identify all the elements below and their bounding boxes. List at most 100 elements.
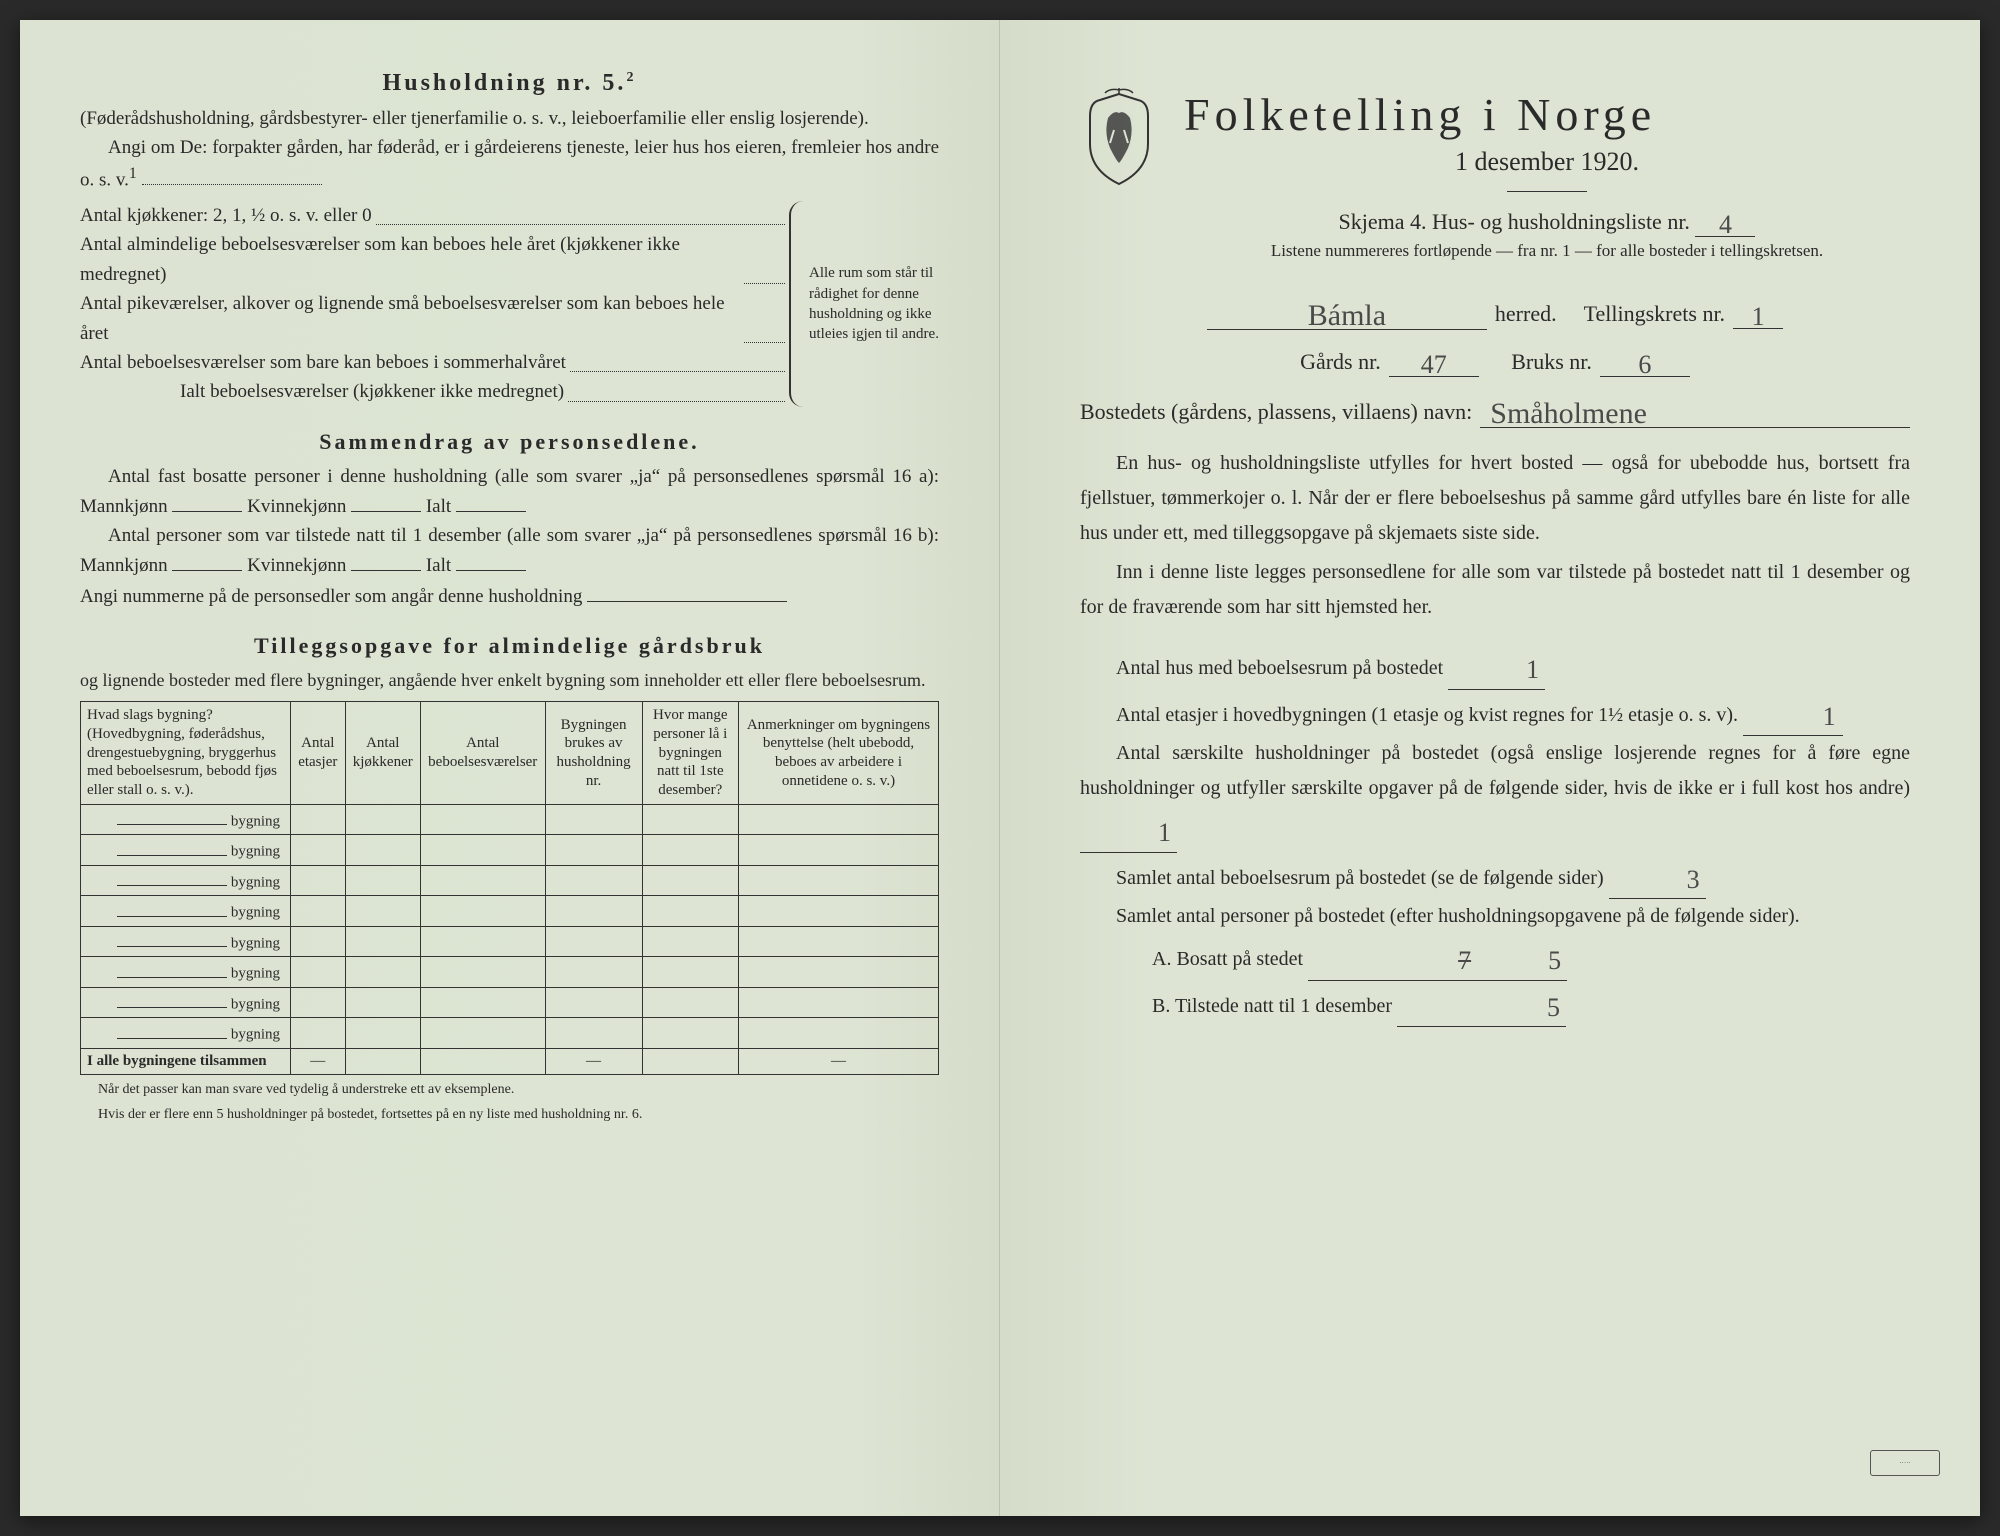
left-p1: (Føderådshusholdning, gårdsbestyrer- ell… — [80, 105, 939, 134]
qA: A. Bosatt på stedet 7 5 — [1080, 934, 1910, 981]
bosted-value: Småholmene — [1490, 397, 1647, 431]
row-label: bygning — [231, 1027, 280, 1043]
household-title-text: Husholdning nr. 5. — [383, 70, 627, 96]
blank — [172, 491, 242, 512]
s2b: Kvinnekjønn — [247, 555, 346, 576]
left-page: Husholdning nr. 5.2 (Føderådshusholdning… — [20, 20, 1000, 1516]
bruk-nr: 6 — [1638, 350, 1651, 380]
building-table: Hvad slags bygning? (Hovedbygning, føder… — [80, 701, 939, 1075]
printer-stamp: ····· — [1870, 1450, 1940, 1476]
footnote1: Når det passer kan man svare ved tydelig… — [80, 1081, 939, 1100]
left-p2: Angi om De: forpakter gården, har føderå… — [80, 134, 939, 195]
q3: Antal særskilte husholdninger på bostede… — [1080, 736, 1910, 853]
q4-value: 3 — [1651, 857, 1700, 903]
q3-value: 1 — [1122, 810, 1171, 856]
bosted-row: Bostedets (gårdens, plassens, villaens) … — [1080, 393, 1910, 428]
qB-value: 5 — [1475, 985, 1560, 1031]
q5-label: Samlet antal personer på bostedet (efter… — [1080, 899, 1910, 934]
room-lines: Antal kjøkkener: 2, 1, ½ o. s. v. eller … — [80, 201, 789, 407]
p2sup: 1 — [129, 165, 137, 182]
blank — [351, 550, 421, 571]
blank — [117, 839, 227, 856]
q5: Samlet antal personer på bostedet (efter… — [1080, 899, 1910, 934]
col4: Antal beboelsesværelser — [420, 702, 545, 805]
col2: Antal etasjer — [291, 702, 346, 805]
row-label: bygning — [231, 813, 280, 829]
line1: Antal almindelige beboelsesværelser som … — [80, 230, 740, 289]
dots — [376, 201, 785, 225]
room-block: Antal kjøkkener: 2, 1, ½ o. s. v. eller … — [80, 201, 939, 407]
s1b: Kvinnekjønn — [247, 496, 346, 517]
dots — [744, 289, 785, 343]
blank — [117, 931, 227, 948]
bosted-label: Bostedets (gårdens, plassens, villaens) … — [1080, 399, 1472, 425]
tillegg-sub: og lignende bosteder med flere bygninger… — [80, 667, 939, 693]
blank — [117, 809, 227, 826]
q1: Antal hus med beboelsesrum på bostedet 1 — [1080, 643, 1910, 690]
s3: Angi nummerne på de personsedler som ang… — [80, 586, 582, 607]
dots — [744, 230, 785, 284]
skjema-line: Skjema 4. Hus- og husholdningsliste nr. … — [1184, 206, 1910, 237]
row-label: bygning — [231, 966, 280, 982]
q2-label: Antal etasjer i hovedbygningen (1 etasje… — [1116, 704, 1738, 726]
brace-note: Alle rum som står til rådighet for denne… — [789, 201, 939, 407]
table-row: bygning — [81, 957, 939, 988]
main-title: Folketelling i Norge — [1184, 88, 1910, 141]
herred-label: herred. — [1495, 301, 1557, 327]
tillegg-title: Tilleggsopgave for almindelige gårdsbruk — [80, 633, 939, 659]
blank — [117, 1022, 227, 1039]
household-title-sup: 2 — [626, 70, 636, 85]
s2c: Ialt — [426, 555, 451, 576]
col3: Antal kjøkkener — [345, 702, 420, 805]
table-row: bygning — [81, 804, 939, 835]
para1: En hus- og husholdningsliste utfylles fo… — [1080, 446, 1910, 551]
q1-label: Antal hus med beboelsesrum på bostedet — [1116, 657, 1443, 679]
list-note: Listene nummereres fortløpende — fra nr.… — [1184, 241, 1910, 261]
blank — [587, 581, 787, 602]
blank — [172, 550, 242, 571]
p2a: Angi om De: — [108, 137, 207, 158]
qA-value: 5 — [1476, 938, 1561, 984]
blank — [117, 961, 227, 978]
divider — [1507, 191, 1587, 192]
total-label: I alle bygningene tilsammen — [81, 1048, 291, 1074]
col7: Anmerkninger om bygningens benyttelse (h… — [739, 702, 939, 805]
blank-line — [142, 164, 322, 185]
household-title: Husholdning nr. 5.2 — [80, 70, 939, 97]
line4: Ialt beboelsesværelser (kjøkkener ikke m… — [80, 377, 564, 406]
building-rows: bygning bygning bygning bygning bygning … — [81, 804, 939, 1074]
s1c: Ialt — [426, 496, 451, 517]
table-row: bygning — [81, 987, 939, 1018]
blank — [117, 992, 227, 1009]
tk-nr: 1 — [1752, 302, 1765, 332]
sammendrag-1: Antal fast bosatte personer i denne hush… — [80, 463, 939, 522]
qA-label: A. Bosatt på stedet — [1152, 948, 1303, 970]
q3-label: Antal særskilte husholdninger på bostede… — [1080, 742, 1910, 799]
row-label: bygning — [231, 935, 280, 951]
row-label: bygning — [231, 844, 280, 860]
table-row: bygning — [81, 896, 939, 927]
sammendrag-title: Sammendrag av personsedlene. — [80, 429, 939, 455]
bruk-label: Bruks nr. — [1511, 349, 1592, 375]
subtitle: 1 desember 1920. — [1184, 147, 1910, 177]
para2: Inn i denne liste legges personsedlene f… — [1080, 555, 1910, 625]
skjema-text: Skjema 4. Hus- og husholdningsliste nr. — [1339, 209, 1690, 234]
table-row: bygning — [81, 865, 939, 896]
tk-label: Tellingskrets nr. — [1584, 301, 1725, 327]
row-label: bygning — [231, 996, 280, 1012]
title-block: Folketelling i Norge 1 desember 1920. Sk… — [1184, 88, 1910, 261]
herred-value: Bámla — [1308, 299, 1386, 333]
col1: Hvad slags bygning? (Hovedbygning, føder… — [81, 702, 291, 805]
para1-text: En hus- og husholdningsliste utfylles fo… — [1080, 446, 1910, 551]
skjema-nr: 4 — [1719, 210, 1732, 240]
qA-struck: 7 — [1386, 938, 1471, 984]
col6: Hvor mange personer lå i bygningen natt … — [642, 702, 738, 805]
table-row: bygning — [81, 835, 939, 866]
q1-value: 1 — [1490, 647, 1539, 693]
q4: Samlet antal beboelsesrum på bostedet (s… — [1080, 853, 1910, 900]
table-row: bygning — [81, 926, 939, 957]
qB-label: B. Tilstede natt til 1 desember — [1152, 995, 1392, 1017]
coat-of-arms-icon — [1080, 88, 1158, 188]
gard-row: Gårds nr. 47 Bruks nr. 6 — [1080, 346, 1910, 377]
para2-text: Inn i denne liste legges personsedlene f… — [1080, 555, 1910, 625]
